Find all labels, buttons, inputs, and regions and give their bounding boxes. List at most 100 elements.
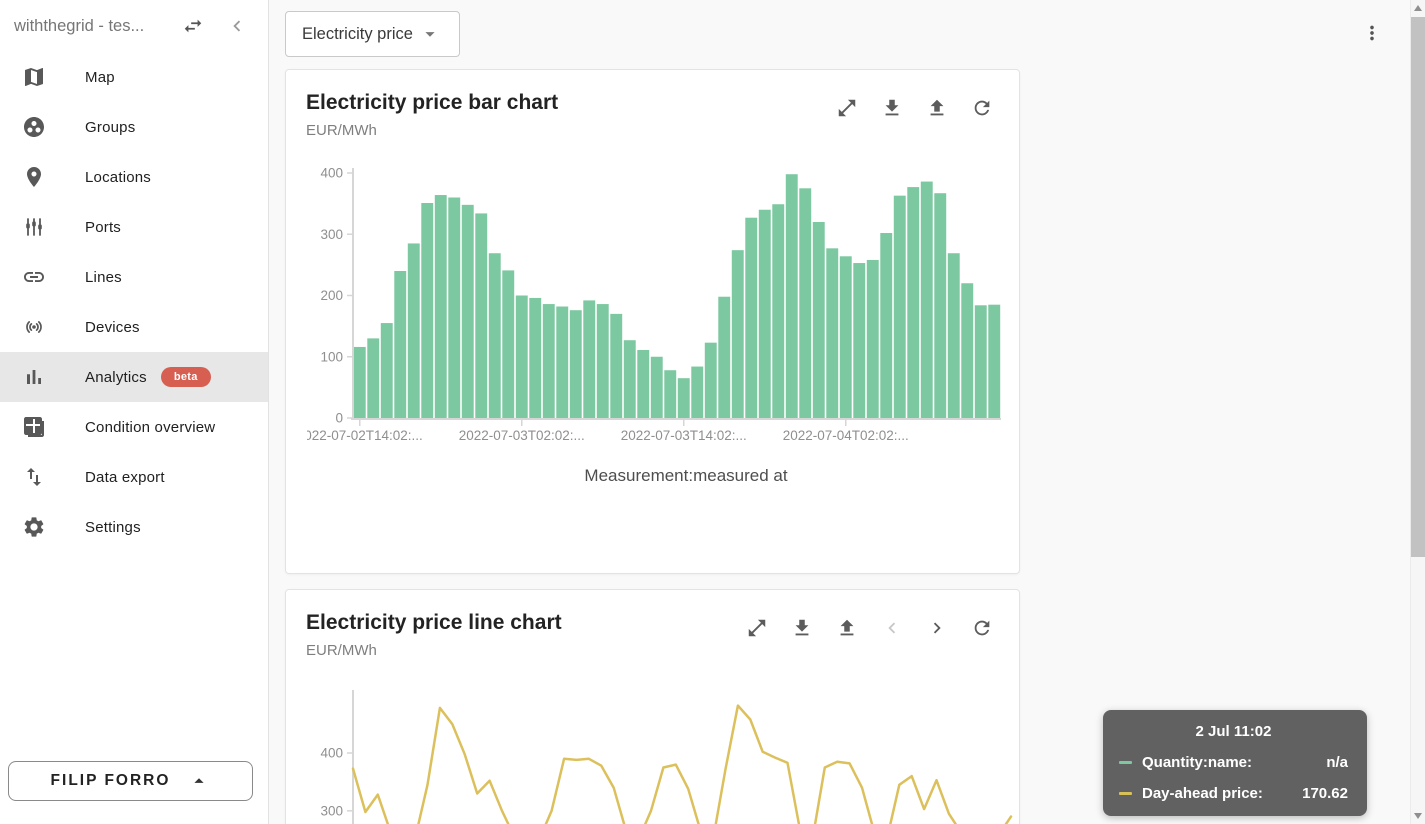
devices-icon xyxy=(26,321,42,333)
location-icon xyxy=(27,167,41,187)
svg-text:2022-07-03T14:02:...: 2022-07-03T14:02:... xyxy=(621,428,747,443)
line-chart-card: Electricity price line chart EUR/MWh 300… xyxy=(285,589,1020,824)
map-icon xyxy=(25,68,43,86)
tooltip-row: Day-ahead price: 170.62 xyxy=(1119,785,1348,802)
user-name: FILIP FORRO xyxy=(50,772,171,789)
upload-button[interactable] xyxy=(926,97,948,119)
sidebar: withthegrid - tes... Map Groups Locations P… xyxy=(0,0,269,824)
bar-chart-canvas[interactable]: 0 100 200 300 400 2022-07-02T14:02:... 2022-07… xyxy=(286,150,1021,446)
upload-icon xyxy=(930,99,944,116)
ports-icon xyxy=(26,218,42,236)
sidebar-item-label: Data export xyxy=(85,468,165,486)
sidebar-header: withthegrid - tes... xyxy=(0,0,268,52)
chart-tooltip: 2 Jul 11:02 Quantity:name: n/a Day-ahead p… xyxy=(1103,710,1367,816)
svg-text:300: 300 xyxy=(320,227,343,242)
caret-down-icon xyxy=(419,23,441,45)
svg-text:400: 400 xyxy=(320,746,343,761)
svg-text:0: 0 xyxy=(335,411,343,426)
page-menu-button[interactable] xyxy=(1352,13,1392,53)
sidebar-item-settings[interactable]: Settings xyxy=(0,502,268,552)
swap-horiz-icon xyxy=(182,15,204,37)
svg-text:2022-07-04T02:02:...: 2022-07-04T02:02:... xyxy=(783,428,909,443)
scrollbar-down-arrow[interactable] xyxy=(1411,808,1425,824)
download-icon xyxy=(795,619,809,636)
workspace-switch-button[interactable] xyxy=(178,11,208,41)
expand-icon xyxy=(748,619,766,637)
bar-card-actions xyxy=(836,97,993,139)
sidebar-item-locations[interactable]: Locations xyxy=(0,152,268,202)
line-card-header: Electricity price line chart EUR/MWh xyxy=(286,590,1019,659)
refresh-button[interactable] xyxy=(971,97,993,119)
bar-card-header: Electricity price bar chart EUR/MWh xyxy=(286,70,1019,139)
svg-text:400: 400 xyxy=(320,166,343,181)
scrollbar-up-arrow[interactable] xyxy=(1411,0,1425,16)
refresh-icon xyxy=(974,620,990,636)
analytics-icon xyxy=(27,370,41,384)
svg-text:2022-07-02T14:02:...: 2022-07-02T14:02:... xyxy=(297,428,423,443)
download-button[interactable] xyxy=(791,617,813,639)
chevron-left-icon xyxy=(226,15,248,37)
upload-button[interactable] xyxy=(836,617,858,639)
sidebar-item-label: Ports xyxy=(85,218,122,236)
download-button[interactable] xyxy=(881,97,903,119)
bar-card-title: Electricity price bar chart xyxy=(306,91,559,114)
svg-text:200: 200 xyxy=(320,288,343,303)
svg-text:300: 300 xyxy=(320,803,343,818)
groups-icon xyxy=(24,117,44,137)
sidebar-item-analytics[interactable]: Analytics beta xyxy=(0,352,268,402)
sidebar-item-condition-overview[interactable]: Condition overview xyxy=(0,402,268,452)
bar-chart-card: Electricity price bar chart EUR/MWh 0 100… xyxy=(285,69,1021,630)
sidebar-item-label: Lines xyxy=(85,268,122,286)
scrollbar-thumb[interactable] xyxy=(1411,17,1425,557)
vertical-scrollbar[interactable] xyxy=(1410,0,1425,824)
sidebar-item-label: Condition overview xyxy=(85,418,216,436)
sidebar-item-map[interactable]: Map xyxy=(0,52,268,102)
line-card-title: Electricity price line chart xyxy=(306,611,562,634)
svg-text:100: 100 xyxy=(320,349,343,364)
svg-text:2022-07-03T02:02:...: 2022-07-03T02:02:... xyxy=(459,428,585,443)
refresh-icon xyxy=(974,100,990,116)
line-chart-canvas[interactable]: 300 400 xyxy=(286,670,1021,824)
next-icon xyxy=(933,622,941,634)
main-content: Electricity price Electricity price bar … xyxy=(269,0,1410,824)
user-menu-button[interactable]: FILIP FORRO xyxy=(8,761,253,801)
settings-icon xyxy=(24,517,44,537)
upload-icon xyxy=(840,619,854,636)
sidebar-item-label: Analytics xyxy=(85,368,147,386)
sidebar-item-lines[interactable]: Lines xyxy=(0,252,268,302)
expand-button[interactable] xyxy=(746,617,768,639)
sidebar-item-label: Devices xyxy=(85,318,140,336)
dashboard-select-value: Electricity price xyxy=(302,24,413,43)
sidebar-item-label: Locations xyxy=(85,168,152,186)
export-icon xyxy=(27,468,41,486)
sidebar-nav: Map Groups Locations Ports Lines Devices Analy… xyxy=(0,52,268,552)
more-vert-icon xyxy=(1361,22,1383,44)
prev-icon xyxy=(888,622,896,634)
lines-icon xyxy=(24,272,44,282)
line-card-actions xyxy=(746,617,993,659)
tooltip-row: Quantity:name: n/a xyxy=(1119,754,1348,771)
line-card-unit: EUR/MWh xyxy=(306,642,377,659)
sidebar-item-devices[interactable]: Devices xyxy=(0,302,268,352)
expand-button[interactable] xyxy=(836,97,858,119)
download-icon xyxy=(885,99,899,116)
sidebar-item-groups[interactable]: Groups xyxy=(0,102,268,152)
sidebar-collapse-button[interactable] xyxy=(222,11,252,41)
dashboard-select[interactable]: Electricity price xyxy=(285,11,460,57)
workspace-title[interactable]: withthegrid - tes... xyxy=(14,16,145,35)
tooltip-timestamp: 2 Jul 11:02 xyxy=(1195,723,1272,740)
bar-chart-x-axis-title: Measurement:measured at xyxy=(584,466,788,485)
sidebar-item-data-export[interactable]: Data export xyxy=(0,452,268,502)
sidebar-item-ports[interactable]: Ports xyxy=(0,202,268,252)
next-button[interactable] xyxy=(926,617,948,639)
condition-icon xyxy=(24,417,44,437)
beta-badge: beta xyxy=(160,367,211,387)
expand-icon xyxy=(838,99,856,117)
refresh-button[interactable] xyxy=(971,617,993,639)
prev-button[interactable] xyxy=(881,617,903,639)
sidebar-item-label: Map xyxy=(85,68,115,86)
sidebar-item-label: Settings xyxy=(85,518,141,536)
caret-up-icon xyxy=(188,770,210,792)
bar-card-unit: EUR/MWh xyxy=(306,122,377,139)
